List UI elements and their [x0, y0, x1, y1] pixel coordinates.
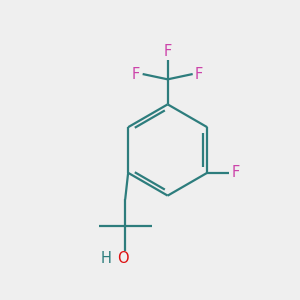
Text: F: F: [164, 44, 172, 59]
Text: F: F: [132, 67, 140, 82]
Text: O: O: [117, 251, 129, 266]
Text: H: H: [101, 251, 112, 266]
Text: F: F: [195, 67, 203, 82]
Text: F: F: [231, 165, 240, 180]
